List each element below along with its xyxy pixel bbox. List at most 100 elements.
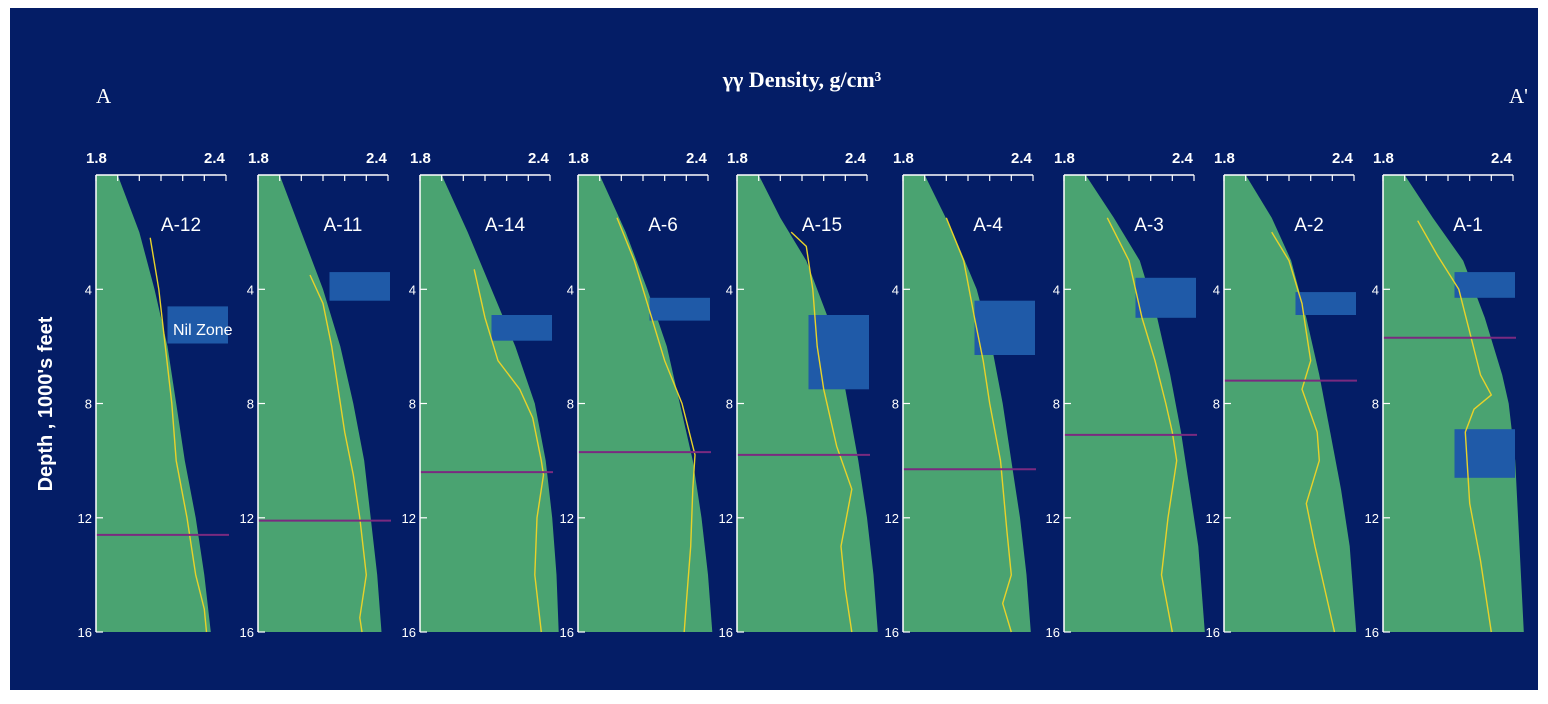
normal-trend-area (578, 175, 713, 632)
y-tick-label: 8 (892, 397, 899, 412)
chart-title: γγ Density, g/cm³ (722, 67, 882, 92)
y-tick-label: 4 (1053, 282, 1060, 297)
x-tick-label: 2.4 (686, 150, 708, 167)
pressure-zone-box (1454, 429, 1515, 478)
y-tick-label: 12 (1046, 511, 1060, 526)
well-name-label: A-14 (485, 215, 526, 236)
pressure-zone-box (167, 306, 228, 344)
y-tick-label: 16 (885, 625, 899, 640)
well-name-label: A-11 (324, 215, 363, 236)
y-tick-label: 4 (85, 282, 92, 297)
y-tick-label: 12 (719, 511, 733, 526)
section-end-marker: A' (1509, 84, 1528, 108)
y-tick-label: 12 (402, 511, 416, 526)
x-tick-label: 2.4 (845, 150, 867, 167)
y-tick-label: 16 (78, 625, 92, 640)
y-tick-label: 12 (560, 511, 574, 526)
x-tick-label: 2.4 (1172, 150, 1194, 167)
wells-group: 1.8 2.4 4 8 12 16 A-12 1.8 2.4 4 8 12 16 A-11 1.8 2.4 4 8… (78, 150, 1524, 640)
normal-trend-area (737, 175, 878, 632)
well-name-label: A-6 (648, 215, 678, 236)
y-tick-label: 8 (1372, 397, 1379, 412)
x-tick-label: 2.4 (366, 150, 388, 167)
normal-trend-area (420, 175, 559, 632)
y-tick-label: 16 (1206, 625, 1220, 640)
measured-density-curve (149, 237, 208, 633)
y-tick-label: 8 (85, 397, 92, 412)
x-tick-label: 1.8 (1214, 150, 1235, 167)
well-panel-a-12: 1.8 2.4 4 8 12 16 A-12 (78, 150, 229, 640)
y-tick-label: 12 (78, 511, 92, 526)
x-tick-label: 1.8 (893, 150, 914, 167)
measured-density-curve (616, 217, 696, 633)
measured-density-curve (309, 274, 368, 633)
y-tick-label: 12 (240, 511, 254, 526)
well-name-label: A-15 (802, 215, 842, 236)
well-name-label: A-4 (973, 215, 1003, 236)
pressure-zone-box (491, 315, 552, 341)
measured-density-curve (1417, 220, 1493, 633)
section-start-marker: A (96, 84, 112, 108)
normal-trend-area (1383, 175, 1524, 632)
y-axis-label: Depth , 1000's feet (35, 316, 57, 491)
well-panel-a-1: 1.8 2.4 4 8 12 16 A-1 (1365, 150, 1524, 640)
well-panel-a-3: 1.8 2.4 4 8 12 16 A-3 (1046, 150, 1205, 640)
y-tick-label: 4 (567, 282, 574, 297)
x-tick-label: 1.8 (410, 150, 431, 167)
y-tick-label: 4 (247, 282, 254, 297)
y-tick-label: 16 (1365, 625, 1379, 640)
well-name-label: A-1 (1453, 215, 1483, 236)
well-panel-a-15: 1.8 2.4 4 8 12 16 A-15 (719, 150, 878, 640)
y-tick-label: 8 (726, 397, 733, 412)
x-tick-label: 2.4 (1491, 150, 1513, 167)
y-tick-label: 8 (1213, 397, 1220, 412)
y-tick-label: 8 (567, 397, 574, 412)
measured-density-curve (945, 217, 1013, 633)
well-panel-a-11: 1.8 2.4 4 8 12 16 A-11 (240, 150, 391, 640)
well-name-label: A-3 (1134, 215, 1164, 236)
normal-trend-area (903, 175, 1031, 632)
y-tick-label: 16 (560, 625, 574, 640)
x-tick-label: 1.8 (1054, 150, 1075, 167)
pressure-zone-box (649, 297, 710, 321)
pressure-zone-box (974, 300, 1035, 355)
y-tick-label: 16 (402, 625, 416, 640)
measured-density-curve (790, 231, 853, 633)
x-tick-label: 2.4 (204, 150, 226, 167)
x-tick-label: 2.4 (1011, 150, 1033, 167)
x-tick-label: 2.4 (1332, 150, 1354, 167)
x-tick-label: 1.8 (727, 150, 748, 167)
pressure-zone-box (329, 272, 390, 301)
well-panel-a-6: 1.8 2.4 4 8 12 16 A-6 (560, 150, 713, 640)
y-tick-label: 16 (240, 625, 254, 640)
y-tick-label: 4 (409, 282, 416, 297)
y-tick-label: 4 (726, 282, 733, 297)
y-tick-label: 12 (885, 511, 899, 526)
measured-density-curve (1106, 217, 1178, 633)
y-tick-label: 16 (1046, 625, 1060, 640)
y-tick-label: 8 (409, 397, 416, 412)
well-panel-a-14: 1.8 2.4 4 8 12 16 A-14 (402, 150, 559, 640)
measured-density-curve (473, 269, 545, 633)
nil-zone-annotation: Nil Zone (173, 322, 233, 339)
x-tick-label: 1.8 (568, 150, 589, 167)
pressure-zone-box (1454, 272, 1515, 298)
x-tick-label: 1.8 (86, 150, 107, 167)
y-tick-label: 8 (247, 397, 254, 412)
x-tick-label: 2.4 (528, 150, 550, 167)
y-tick-label: 12 (1365, 511, 1379, 526)
y-tick-label: 4 (892, 282, 899, 297)
x-tick-label: 1.8 (1373, 150, 1394, 167)
pressure-zone-box (1135, 277, 1196, 318)
normal-trend-area (1064, 175, 1205, 632)
normal-trend-area (258, 175, 382, 632)
normal-trend-area (96, 175, 211, 632)
pressure-zone-box (1295, 292, 1356, 315)
y-tick-label: 4 (1372, 282, 1379, 297)
well-name-label: A-2 (1294, 215, 1324, 236)
well-name-label: A-12 (161, 215, 201, 236)
measured-density-curve (1271, 231, 1336, 633)
y-tick-label: 16 (719, 625, 733, 640)
